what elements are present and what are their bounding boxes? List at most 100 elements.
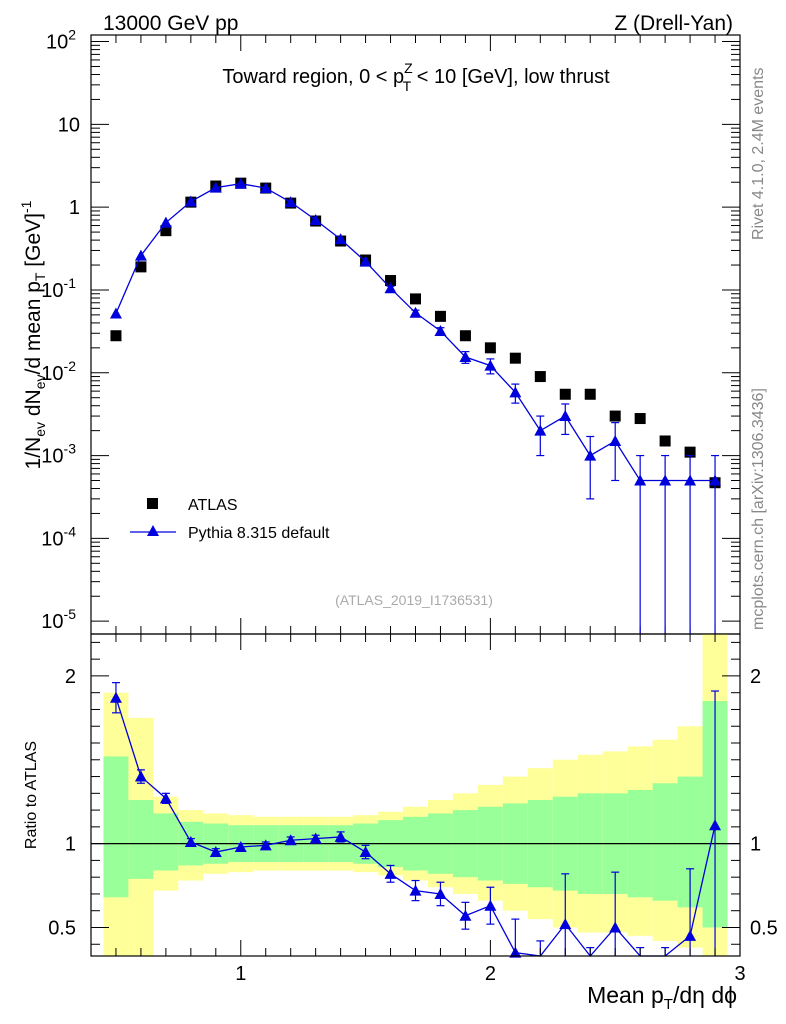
ratio-y-tick-label-right: 0.5	[750, 917, 778, 939]
pythia-data-point	[634, 474, 647, 486]
main-y-ticks: 10-5 10-4 10-3 10-2 10-1 1 10 102	[41, 27, 740, 633]
x-axis-label: Mean pT/dη dϕ	[587, 982, 737, 1013]
atlas-data-point	[434, 310, 446, 322]
main-y-tick-label: 10-5	[41, 606, 76, 633]
main-y-tick-label: 10-4	[41, 523, 76, 550]
ratio-data-point	[384, 867, 397, 879]
legend-atlas-label: ATLAS	[188, 497, 238, 514]
ratio-data-point	[184, 835, 197, 847]
x-tick-label: 3	[734, 963, 745, 985]
ratio-data-point	[209, 846, 222, 858]
ratio-y-axis-label: Ratio to ATLAS	[23, 741, 40, 849]
ratio-data-point	[359, 846, 372, 858]
pythia-data-point	[709, 474, 722, 486]
main-y-tick-label: 1	[69, 197, 80, 219]
inner-uncertainty-band	[103, 756, 129, 898]
ratio-data-point	[309, 832, 322, 844]
pythia-data-point	[484, 359, 497, 371]
ratio-data-point	[334, 830, 347, 842]
ratio-y-tick-label: 1	[65, 834, 76, 856]
ratio-data-point	[234, 840, 247, 852]
atlas-data-point	[410, 293, 421, 305]
ratio-uncertainty-bands	[103, 634, 728, 956]
atlas-data-point	[534, 371, 546, 383]
main-data-layer	[109, 177, 722, 634]
ratio-data-point	[109, 691, 122, 703]
x-tick-label: 2	[485, 963, 496, 985]
x-tick-label: 1	[235, 963, 246, 985]
pythia-data-point	[209, 181, 222, 193]
atlas-data-point	[484, 342, 496, 354]
atlas-data-point	[135, 261, 147, 273]
atlas-data-point	[385, 275, 397, 287]
ratio-y-tick-label-right: 1	[750, 834, 761, 856]
atlas-data-point	[684, 446, 696, 458]
atlas-data-point	[160, 225, 172, 237]
atlas-data-point	[609, 410, 621, 422]
mcplots-reference-label: mcplots.cern.ch [arXiv:1306.3436]	[750, 388, 767, 630]
atlas-data-point	[559, 388, 571, 400]
ratio-x-ticks: 1 2 3	[115, 634, 746, 985]
ratio-data-point	[559, 918, 572, 930]
pythia-data-point	[284, 196, 297, 208]
pythia-data-point	[334, 233, 347, 245]
inner-uncertainty-band	[128, 800, 154, 879]
pythia-data-point	[184, 195, 197, 207]
main-y-tick-label: 10	[58, 114, 80, 136]
ratio-y-tick-label: 2	[65, 666, 76, 688]
pythia-data-point	[309, 213, 322, 225]
atlas-data-point	[459, 330, 471, 342]
main-y-tick-label: 102	[46, 27, 76, 54]
inner-uncertainty-band	[652, 783, 678, 901]
ratio-data-layer	[91, 682, 740, 958]
ratio-y-tick-label-right: 2	[750, 666, 761, 688]
analysis-watermark: (ATLAS_2019_I1736531)	[335, 592, 493, 608]
main-y-tick-label: 10-2	[41, 358, 76, 385]
ratio-data-point	[409, 884, 422, 896]
header-right: Z (Drell-Yan)	[614, 12, 733, 35]
ratio-data-point	[259, 839, 272, 851]
ratio-data-point	[134, 770, 147, 782]
inner-uncertainty-band	[153, 813, 179, 871]
atlas-data-point	[584, 388, 596, 400]
pythia-data-point	[109, 307, 122, 319]
pythia-data-point	[609, 434, 622, 446]
pythia-data-point	[684, 474, 697, 486]
legend-pythia-marker	[147, 525, 159, 536]
pythia-data-point	[659, 474, 672, 486]
atlas-data-point	[659, 435, 671, 447]
plot-title: Toward region, 0 < pZ T < 10 [GeV], low t…	[222, 60, 610, 94]
ratio-data-point	[459, 909, 472, 921]
ratio-data-point	[609, 921, 622, 933]
atlas-data-point	[110, 330, 122, 342]
pythia-data-point	[409, 306, 422, 318]
pythia-data-point	[509, 386, 522, 398]
pythia-data-point	[159, 216, 172, 228]
atlas-data-point	[509, 352, 521, 364]
ratio-y-ticks: 0.5 0.5 1 1 2 2	[48, 641, 778, 945]
main-plot-panel: 10-5 10-4 10-3 10-2 10-1 1 10 102 Toward region…	[18, 27, 741, 635]
pythia-data-point	[134, 249, 147, 261]
legend-atlas-marker	[147, 498, 158, 509]
legend-pythia-label: Pythia 8.315 default	[188, 525, 330, 542]
ratio-data-point	[284, 834, 297, 846]
main-y-tick-label: 10-3	[41, 441, 76, 468]
pythia-data-point	[534, 424, 547, 436]
ratio-data-point	[434, 887, 447, 899]
main-y-tick-label: 10-1	[41, 275, 76, 302]
pythia-data-point	[584, 449, 597, 461]
pythia-data-point	[234, 177, 247, 189]
ratio-data-point	[484, 899, 497, 911]
ratio-y-tick-label: 0.5	[48, 917, 76, 939]
ratio-data-point	[684, 929, 697, 941]
ratio-data-point	[159, 792, 172, 804]
pythia-data-point	[359, 255, 372, 267]
ratio-data-point	[709, 819, 722, 831]
header-left: 13000 GeV pp	[103, 12, 238, 35]
pythia-data-point	[434, 324, 447, 336]
pythia-data-point	[459, 351, 472, 363]
ratio-plot-panel: 0.5 0.5 1 1 2 2 1 2 3 Ratio to ATLAS Mean pT/dη…	[23, 633, 778, 1013]
legend: ATLAS Pythia 8.315 default	[130, 497, 330, 542]
atlas-data-point	[634, 413, 646, 425]
